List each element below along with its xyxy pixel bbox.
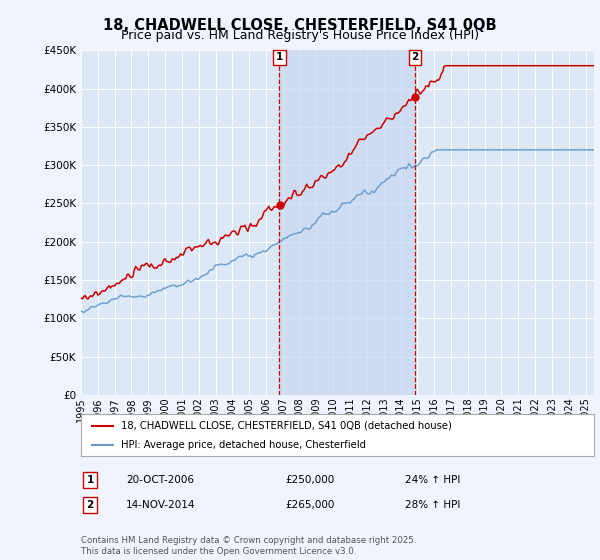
Text: 24% ↑ HPI: 24% ↑ HPI bbox=[405, 475, 460, 485]
Text: 1: 1 bbox=[276, 52, 283, 62]
Text: 18, CHADWELL CLOSE, CHESTERFIELD, S41 0QB (detached house): 18, CHADWELL CLOSE, CHESTERFIELD, S41 0Q… bbox=[121, 421, 452, 431]
Text: £265,000: £265,000 bbox=[285, 500, 334, 510]
Text: 2: 2 bbox=[86, 500, 94, 510]
Text: 1: 1 bbox=[86, 475, 94, 485]
Text: HPI: Average price, detached house, Chesterfield: HPI: Average price, detached house, Ches… bbox=[121, 440, 366, 450]
Text: 2: 2 bbox=[412, 52, 419, 62]
Text: 14-NOV-2014: 14-NOV-2014 bbox=[126, 500, 196, 510]
Text: £250,000: £250,000 bbox=[285, 475, 334, 485]
Text: Price paid vs. HM Land Registry's House Price Index (HPI): Price paid vs. HM Land Registry's House … bbox=[121, 29, 479, 42]
Text: 18, CHADWELL CLOSE, CHESTERFIELD, S41 0QB: 18, CHADWELL CLOSE, CHESTERFIELD, S41 0Q… bbox=[103, 18, 497, 34]
Bar bbox=[280, 50, 415, 395]
Text: 28% ↑ HPI: 28% ↑ HPI bbox=[405, 500, 460, 510]
Text: 20-OCT-2006: 20-OCT-2006 bbox=[126, 475, 194, 485]
Text: Contains HM Land Registry data © Crown copyright and database right 2025.
This d: Contains HM Land Registry data © Crown c… bbox=[81, 536, 416, 556]
